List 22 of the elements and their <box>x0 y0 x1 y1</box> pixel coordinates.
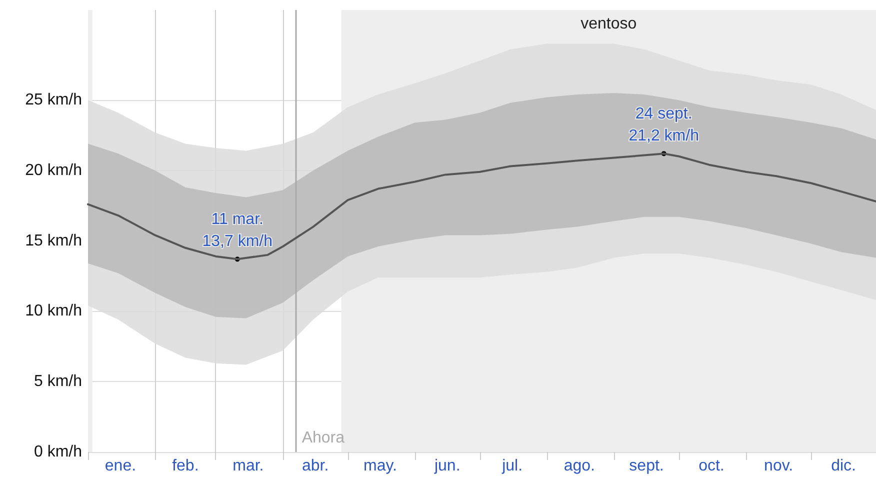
x-tick-label: feb. <box>172 458 199 474</box>
x-tick-label: dic. <box>831 458 856 474</box>
band-label: ventoso <box>580 16 637 32</box>
x-tick-label: nov. <box>764 458 794 474</box>
x-tick-label: ago. <box>564 458 595 474</box>
y-tick-label: 20 km/h <box>25 162 82 179</box>
ref-line-label: Ahora <box>302 430 345 446</box>
y-tick-label: 15 km/h <box>25 232 82 250</box>
x-tick-label: may. <box>364 458 397 474</box>
x-tick-label: sept. <box>629 458 664 474</box>
y-tick-label: 0 km/h <box>34 444 82 460</box>
x-tick-label: jul. <box>501 458 523 474</box>
x-tick-label: jun. <box>433 458 460 474</box>
y-tick-label: 25 km/h <box>25 92 82 109</box>
x-tick-label: abr. <box>302 458 329 474</box>
x-tick-label: mar. <box>232 458 264 474</box>
y-tick-label: 10 km/h <box>25 302 82 320</box>
x-tick-label: ene. <box>104 458 136 474</box>
y-tick-label: 5 km/h <box>34 373 82 390</box>
annotation: 24 sept. 21,2 km/h <box>628 106 699 145</box>
annotation: 11 mar. 13,7 km/h <box>202 211 273 250</box>
x-tick-label: oct. <box>698 458 724 474</box>
